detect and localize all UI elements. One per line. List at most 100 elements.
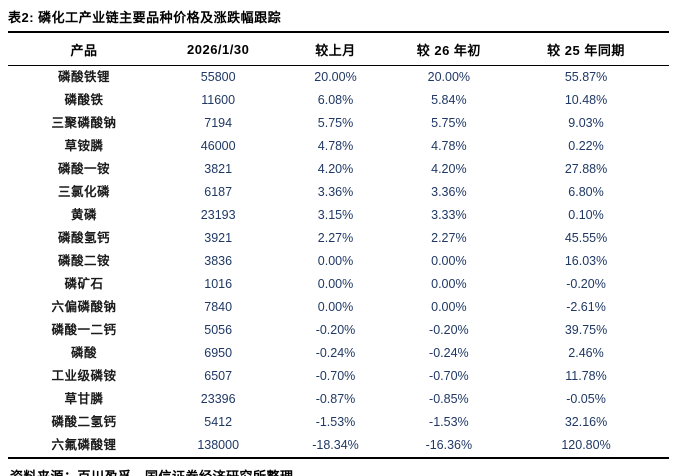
cell-price: 55800 <box>200 70 236 84</box>
col-header-vs-last-year: 较 25 年同期 <box>503 32 669 66</box>
cell-product-name: 工业级磷铵 <box>51 369 117 383</box>
cell-change-mom: 20.00% <box>314 70 357 84</box>
cell-change-mom: -1.53% <box>315 415 356 429</box>
cell-product-name: 三氯化磷 <box>58 185 111 199</box>
cell-change-mom: 5.75% <box>317 116 354 130</box>
cell-change-mom: -18.34% <box>312 438 359 452</box>
table-row: 六偏磷酸钠 7840 0.00% 0.00% -2.61% <box>8 296 669 319</box>
cell-price: 3821 <box>204 162 233 176</box>
cell-change-yoy: 2.46% <box>568 346 604 360</box>
cell-product-name: 磷矿石 <box>64 277 104 291</box>
col-header-product: 产品 <box>8 32 161 66</box>
cell-change-mom: 3.36% <box>317 185 354 199</box>
cell-price: 5056 <box>204 323 233 337</box>
cell-change-ytd: 20.00% <box>427 70 471 84</box>
cell-change-yoy: 27.88% <box>564 162 608 176</box>
cell-price: 23193 <box>200 208 236 222</box>
cell-change-yoy: 16.03% <box>564 254 608 268</box>
cell-product-name: 磷酸一铵 <box>58 162 111 176</box>
cell-change-yoy: -0.05% <box>566 392 606 406</box>
cell-change-ytd: 3.36% <box>431 185 467 199</box>
cell-price: 1016 <box>204 277 233 291</box>
cell-change-mom: 2.27% <box>317 231 354 245</box>
cell-change-yoy: 0.22% <box>568 139 604 153</box>
table-row: 草铵膦 46000 4.78% 4.78% 0.22% <box>8 135 669 158</box>
cell-price: 11600 <box>201 93 236 107</box>
col-header-price-date: 2026/1/30 <box>160 32 277 66</box>
cell-product-name: 磷酸铁锂 <box>58 70 111 84</box>
table-row: 磷酸 6950 -0.24% -0.24% 2.46% <box>8 342 669 365</box>
cell-change-mom: 4.78% <box>317 139 354 153</box>
cell-change-mom: -0.87% <box>315 392 356 406</box>
table-row: 磷酸铁锂 55800 20.00% 20.00% 55.87% <box>8 66 669 90</box>
price-table: 产品 2026/1/30 较上月 较 26 年初 较 25 年同期 磷酸铁锂 55… <box>8 31 669 459</box>
cell-change-yoy: 45.55% <box>564 231 608 245</box>
cell-product-name: 黄磷 <box>71 208 98 222</box>
cell-change-yoy: 9.03% <box>568 116 604 130</box>
table-row: 磷酸一铵 3821 4.20% 4.20% 27.88% <box>8 158 669 181</box>
cell-product-name: 六氟磷酸锂 <box>51 438 117 452</box>
cell-price: 3836 <box>204 254 233 268</box>
table-row: 磷矿石 1016 0.00% 0.00% -0.20% <box>8 273 669 296</box>
cell-change-ytd: 0.00% <box>431 277 467 291</box>
cell-change-yoy: 55.87% <box>564 70 608 84</box>
table-body: 磷酸铁锂 55800 20.00% 20.00% 55.87% 磷酸铁 11600 6.08%… <box>8 66 669 459</box>
cell-price: 6950 <box>204 346 233 360</box>
cell-price: 6507 <box>204 369 233 383</box>
cell-change-yoy: 0.10% <box>568 208 604 222</box>
table-row: 工业级磷铵 6507 -0.70% -0.70% 11.78% <box>8 365 669 388</box>
cell-change-yoy: 32.16% <box>564 415 608 429</box>
table-row: 磷酸二氢钙 5412 -1.53% -1.53% 32.16% <box>8 411 669 434</box>
cell-change-mom: 6.08% <box>317 93 354 107</box>
cell-change-mom: 3.15% <box>317 208 354 222</box>
cell-change-ytd: 5.75% <box>431 116 467 130</box>
cell-change-yoy: -0.20% <box>566 277 606 291</box>
cell-change-ytd: 4.78% <box>431 139 467 153</box>
cell-product-name: 六偏磷酸钠 <box>51 300 117 314</box>
cell-price: 6187 <box>204 185 233 199</box>
cell-price: 23396 <box>200 392 236 406</box>
cell-price: 138000 <box>197 438 240 452</box>
cell-change-ytd: 3.33% <box>431 208 467 222</box>
cell-change-yoy: 10.48% <box>564 93 608 107</box>
cell-product-name: 磷酸铁 <box>64 93 104 107</box>
cell-change-ytd: -16.36% <box>425 438 473 452</box>
cell-change-ytd: 5.84% <box>431 93 467 107</box>
cell-change-ytd: 0.00% <box>431 300 467 314</box>
cell-price: 7840 <box>204 300 233 314</box>
cell-change-mom: 0.00% <box>317 277 354 291</box>
cell-change-ytd: -0.24% <box>429 346 469 360</box>
cell-product-name: 磷酸二氢钙 <box>51 415 117 429</box>
table-row: 草甘膦 23396 -0.87% -0.85% -0.05% <box>8 388 669 411</box>
cell-product-name: 磷酸氢钙 <box>58 231 111 245</box>
table-row: 磷酸二铵 3836 0.00% 0.00% 16.03% <box>8 250 669 273</box>
cell-product-name: 磷酸一二钙 <box>51 323 117 337</box>
cell-change-ytd: 4.20% <box>431 162 467 176</box>
cell-change-yoy: 120.80% <box>561 438 611 452</box>
cell-change-ytd: -0.20% <box>429 323 469 337</box>
cell-price: 5412 <box>204 415 233 429</box>
cell-change-yoy: 11.78% <box>565 369 607 383</box>
cell-product-name: 磷酸二铵 <box>58 254 111 268</box>
cell-change-ytd: 0.00% <box>431 254 467 268</box>
table-row: 磷酸一二钙 5056 -0.20% -0.20% 39.75% <box>8 319 669 342</box>
cell-product-name: 磷酸 <box>71 346 98 360</box>
cell-change-mom: 0.00% <box>317 254 354 268</box>
table-row: 六氟磷酸锂 138000 -18.34% -16.36% 120.80% <box>8 434 669 458</box>
cell-change-yoy: 6.80% <box>568 185 604 199</box>
table-row: 三氯化磷 6187 3.36% 3.36% 6.80% <box>8 181 669 204</box>
cell-change-ytd: -1.53% <box>429 415 469 429</box>
table-header-row: 产品 2026/1/30 较上月 较 26 年初 较 25 年同期 <box>8 32 669 66</box>
table-row: 黄磷 23193 3.15% 3.33% 0.10% <box>8 204 669 227</box>
col-header-vs-last-month: 较上月 <box>276 32 395 66</box>
cell-product-name: 三聚磷酸钠 <box>51 116 117 130</box>
cell-change-yoy: -2.61% <box>566 300 606 314</box>
table-row: 磷酸氢钙 3921 2.27% 2.27% 45.55% <box>8 227 669 250</box>
cell-change-yoy: 39.75% <box>564 323 608 337</box>
cell-price: 46000 <box>200 139 236 153</box>
table-title: 表2: 磷化工产业链主要品种价格及涨跌幅跟踪 <box>8 10 282 25</box>
table-row: 磷酸铁 11600 6.08% 5.84% 10.48% <box>8 89 669 112</box>
col-header-vs-year-start: 较 26 年初 <box>394 32 504 66</box>
cell-change-mom: -0.70% <box>315 369 356 383</box>
